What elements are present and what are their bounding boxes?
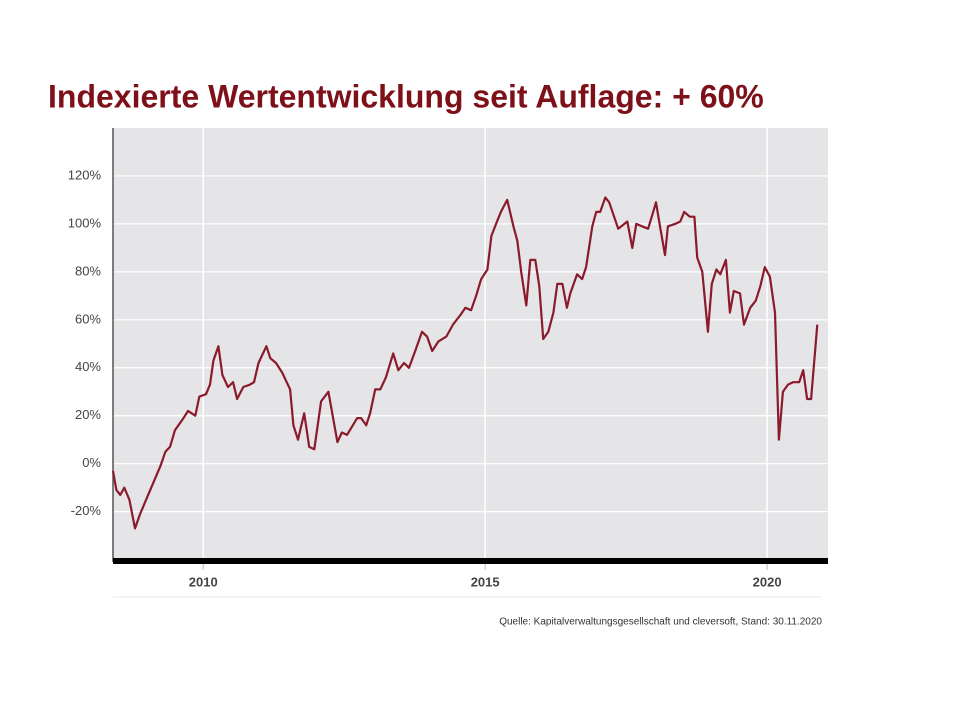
data-line bbox=[111, 196, 819, 530]
source-note: Quelle: Kapitalverwaltungsgesellschaft u… bbox=[499, 617, 822, 628]
x-axis bbox=[113, 558, 828, 564]
y-tick-label: -20% bbox=[71, 503, 102, 518]
y-tick-label: 60% bbox=[75, 311, 101, 326]
slide-title: Indexierte Wertentwicklung seit Auflage:… bbox=[48, 78, 764, 114]
x-tick-label: 2015 bbox=[471, 574, 500, 589]
plot-background bbox=[113, 128, 828, 562]
x-tick-label: 2020 bbox=[753, 574, 782, 589]
y-tick-label: 40% bbox=[75, 359, 101, 374]
x-tick-label: 2010 bbox=[189, 574, 218, 589]
y-tick-label: 100% bbox=[68, 215, 102, 230]
y-tick-label: 120% bbox=[68, 167, 102, 182]
y-tick-label: 80% bbox=[75, 263, 101, 278]
y-tick-label: 0% bbox=[82, 455, 101, 470]
y-tick-label: 20% bbox=[75, 407, 101, 422]
